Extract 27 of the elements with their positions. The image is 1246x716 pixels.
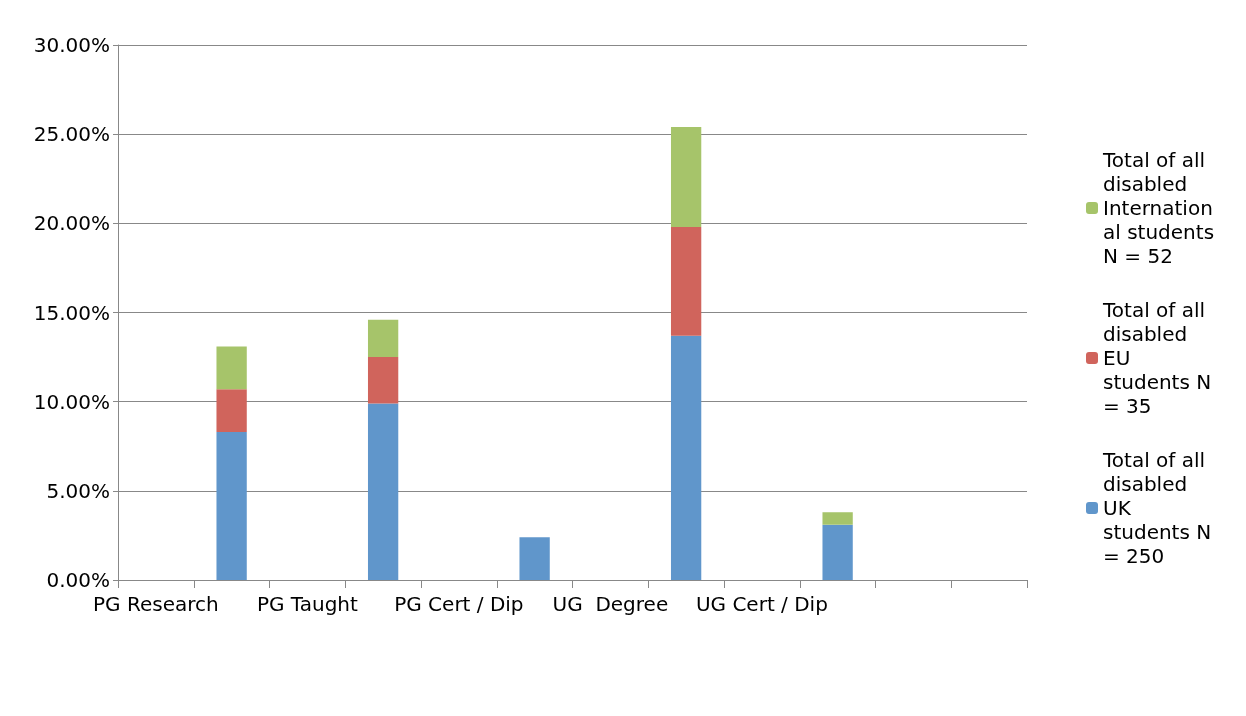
bar <box>216 389 247 432</box>
x-tick-label: UG Cert / Dip <box>695 592 828 616</box>
y-tick-label: 5.00% <box>46 478 110 503</box>
bar <box>367 319 399 358</box>
legend-label: Total of all disabled EU students N = 35 <box>1102 298 1218 418</box>
bar <box>367 357 399 404</box>
y-tick-label: 10.00% <box>33 389 110 414</box>
x-tick-label: PG Cert / Dip <box>394 592 524 616</box>
y-tick-label: 0.00% <box>46 568 110 592</box>
bar <box>216 346 247 390</box>
bar <box>670 127 702 227</box>
bar <box>670 226 702 336</box>
legend-label: Total of all disabled International students N = 52 <box>1102 148 1221 268</box>
x-tick-label: UG Degree <box>552 592 669 616</box>
x-tick-label: PG Taught <box>256 592 359 616</box>
y-tick-label: 25.00% <box>33 122 110 147</box>
bar <box>519 537 550 580</box>
legend-label: Total of all disabled UK students N = 250 <box>1102 448 1218 568</box>
bar <box>367 403 399 580</box>
bar <box>670 335 702 580</box>
bar <box>822 524 853 580</box>
y-tick-label: 20.00% <box>33 211 110 236</box>
x-tick-label: PG Research <box>93 592 219 616</box>
y-tick-label: 30.00% <box>33 33 110 57</box>
bar <box>822 512 853 525</box>
bar <box>216 431 247 580</box>
y-tick-label: 15.00% <box>33 300 110 325</box>
